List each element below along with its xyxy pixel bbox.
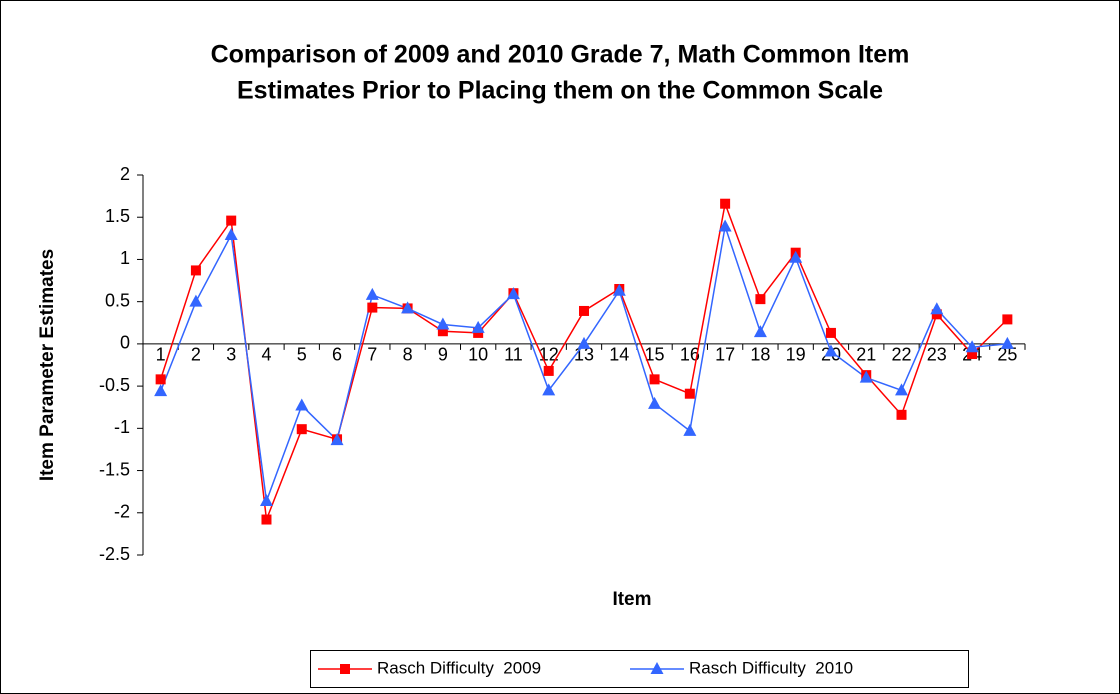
data-point <box>824 344 838 357</box>
x-tick-label: 1 <box>156 345 166 365</box>
y-tick-label: -1.5 <box>99 459 130 479</box>
data-point <box>296 424 307 435</box>
data-point <box>579 305 589 316</box>
data-point <box>1000 336 1014 349</box>
x-tick-label: 7 <box>367 345 377 365</box>
x-tick-label: 16 <box>680 345 700 365</box>
y-tick-label: -2.5 <box>99 544 130 564</box>
x-tick-label: 22 <box>892 345 912 365</box>
data-point <box>718 219 732 232</box>
data-point <box>330 433 344 446</box>
y-tick-label: -1 <box>114 417 130 437</box>
x-tick-label: 10 <box>468 345 488 365</box>
data-point <box>367 302 378 313</box>
y-tick-label: 0 <box>120 333 130 353</box>
data-point <box>967 349 978 360</box>
data-point <box>401 301 415 314</box>
data-point <box>931 309 942 320</box>
data-point <box>226 215 237 226</box>
data-point <box>365 287 379 300</box>
data-point <box>577 336 591 349</box>
y-tick-label: 1.5 <box>105 206 130 226</box>
data-point <box>190 265 201 276</box>
data-point <box>859 370 873 383</box>
data-point <box>612 283 626 296</box>
data-point <box>295 398 309 411</box>
x-tick-label: 3 <box>226 345 236 365</box>
data-point <box>224 227 238 240</box>
legend-marker <box>650 662 664 674</box>
data-point <box>543 365 554 376</box>
x-tick-label: 25 <box>997 345 1017 365</box>
x-tick-label: 8 <box>403 345 413 365</box>
data-point <box>473 327 484 338</box>
data-point <box>684 388 695 399</box>
x-tick-label: 2 <box>191 345 201 365</box>
y-tick-label: 2 <box>120 164 130 184</box>
chart-title: Estimates Prior to Placing them on the C… <box>237 77 883 105</box>
x-axis-title: Item <box>612 589 651 610</box>
data-point <box>261 514 272 525</box>
legend-marker <box>340 664 350 674</box>
y-tick-label: 0.5 <box>105 290 130 310</box>
data-point <box>648 396 662 409</box>
data-point <box>471 320 485 333</box>
data-point <box>259 493 273 506</box>
y-axis-title: Item Parameter Estimates <box>37 249 58 481</box>
data-point <box>1002 314 1013 325</box>
data-point <box>506 287 520 300</box>
x-tick-label: 11 <box>504 345 523 365</box>
data-point <box>437 326 448 337</box>
data-point <box>436 317 450 330</box>
x-tick-label: 23 <box>927 345 947 365</box>
x-tick-label: 15 <box>645 345 665 365</box>
legend-label: Rasch Difficulty 2009 <box>377 658 541 677</box>
data-point <box>720 198 731 209</box>
data-point <box>189 294 203 307</box>
x-tick-label: 14 <box>609 345 629 365</box>
y-tick-label: -2 <box>114 502 130 522</box>
data-point <box>683 423 697 436</box>
x-tick-label: 9 <box>438 345 448 365</box>
data-point <box>825 327 836 338</box>
data-point <box>155 374 166 385</box>
x-tick-label: 17 <box>715 345 735 365</box>
data-point <box>649 374 660 385</box>
x-tick-label: 21 <box>856 345 876 365</box>
x-tick-label: 18 <box>750 345 770 365</box>
legend-label: Rasch Difficulty 2010 <box>689 658 853 677</box>
x-tick-label: 6 <box>332 345 342 365</box>
data-point <box>965 340 979 353</box>
x-tick-label: 19 <box>786 345 806 365</box>
data-point <box>896 409 907 420</box>
data-point <box>930 302 944 315</box>
y-tick-label: 1 <box>120 248 130 268</box>
data-point <box>755 294 766 305</box>
data-point <box>895 383 909 396</box>
data-point <box>154 384 168 397</box>
x-tick-label: 4 <box>261 345 271 365</box>
data-point <box>542 383 556 396</box>
data-point <box>789 250 803 263</box>
data-point <box>753 325 767 338</box>
y-tick-label: -0.5 <box>99 375 130 395</box>
x-tick-label: 5 <box>297 345 307 365</box>
chart-title: Comparison of 2009 and 2010 Grade 7, Mat… <box>211 41 910 69</box>
